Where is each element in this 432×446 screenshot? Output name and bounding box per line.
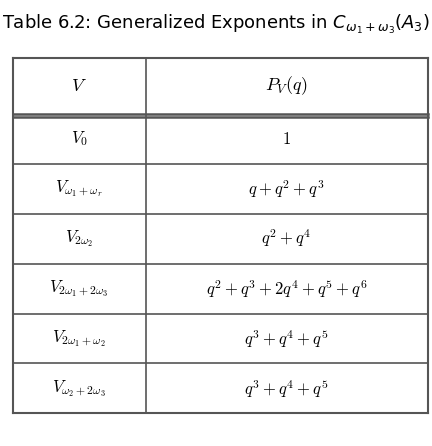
Text: $q+q^2+q^3$: $q+q^2+q^3$: [248, 178, 325, 199]
Text: $1$: $1$: [282, 130, 291, 148]
Text: $V_{2\omega_1+\omega_2}$: $V_{2\omega_1+\omega_2}$: [53, 328, 106, 349]
Text: $V_{2\omega_1+2\omega_3}$: $V_{2\omega_1+2\omega_3}$: [50, 278, 109, 299]
Text: $V_{\omega_1+\omega_r}$: $V_{\omega_1+\omega_r}$: [55, 178, 103, 199]
Text: $q^2+q^4$: $q^2+q^4$: [261, 228, 312, 249]
Text: $P_V(q)$: $P_V(q)$: [266, 74, 308, 97]
Text: $q^3+q^4+q^5$: $q^3+q^4+q^5$: [245, 377, 329, 400]
Text: $V_{2\omega_2}$: $V_{2\omega_2}$: [65, 228, 93, 249]
Text: $V_0$: $V_0$: [71, 129, 88, 148]
Text: Table 6.2: Generalized Exponents in $C_{\omega_1+\omega_3}(A_3)$: Table 6.2: Generalized Exponents in $C_{…: [2, 13, 430, 37]
Text: $q^2+q^3+2q^4+q^5+q^6$: $q^2+q^3+2q^4+q^5+q^6$: [206, 277, 368, 300]
Text: $V$: $V$: [71, 77, 87, 95]
Text: $V_{\omega_2+2\omega_3}$: $V_{\omega_2+2\omega_3}$: [52, 378, 106, 399]
Text: $q^3+q^4+q^5$: $q^3+q^4+q^5$: [245, 327, 329, 350]
